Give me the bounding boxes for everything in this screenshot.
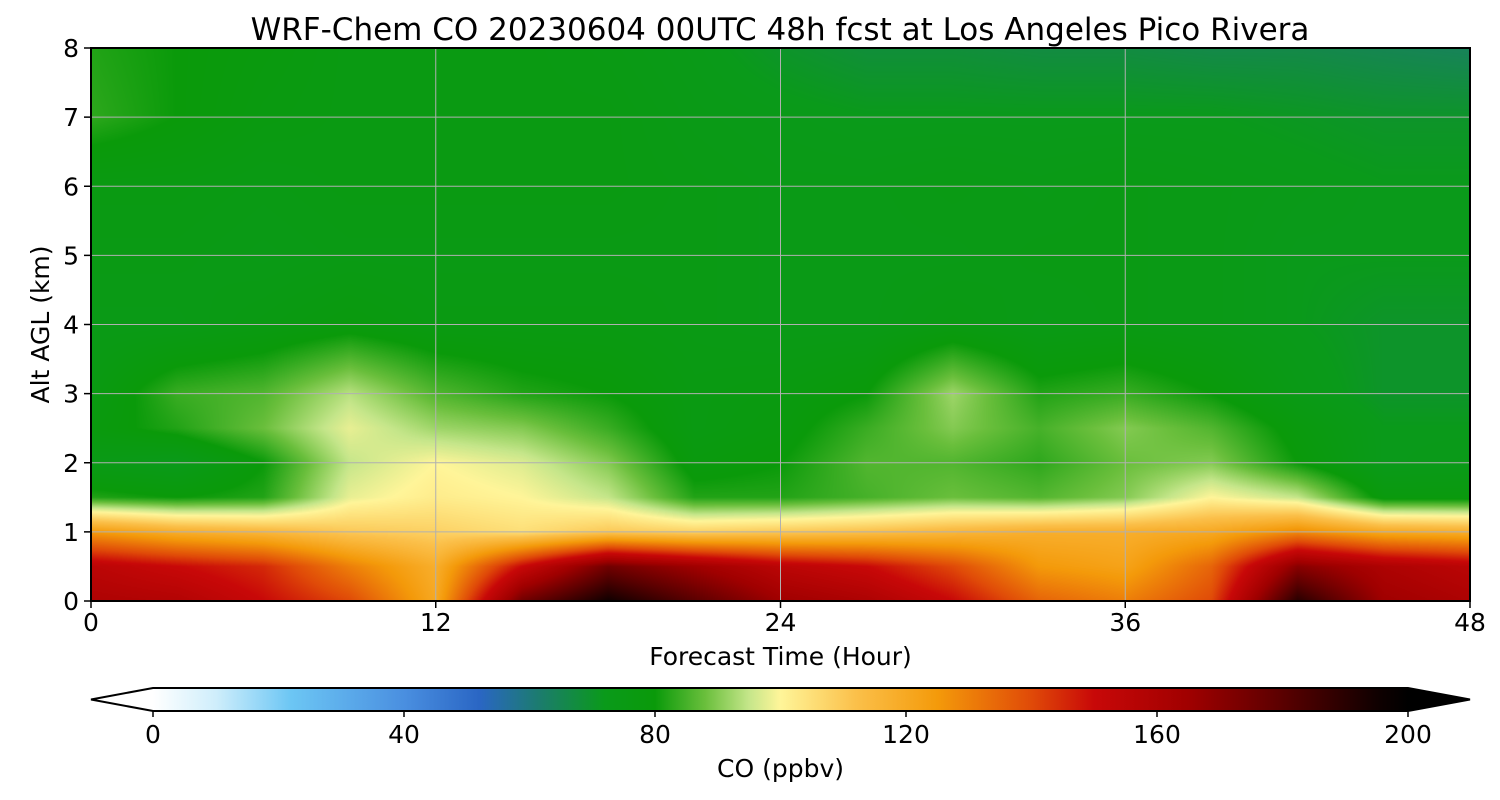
x-axis: 0 12 24 36 48: [83, 601, 1486, 637]
colorbar-tick-label: 120: [882, 720, 930, 749]
y-tick-label: 2: [63, 449, 79, 478]
colorbar-tick-label: 40: [388, 720, 420, 749]
y-tick-label: 4: [63, 311, 79, 340]
colorbar-tick-label: 0: [145, 720, 161, 749]
x-tick-label: 24: [765, 608, 797, 637]
y-axis: 0 1 2 3 4 5 6 7 8: [63, 34, 91, 616]
colorbar-tick-label: 80: [639, 720, 671, 749]
colorbar: 0 40 80 120 160 200: [90, 687, 1471, 749]
y-tick-label: 6: [63, 172, 79, 201]
y-tick-label: 0: [63, 587, 79, 616]
colorbar-tick-label: 160: [1133, 720, 1181, 749]
x-tick-label: 12: [420, 608, 452, 637]
x-tick-label: 48: [1454, 608, 1486, 637]
y-tick-label: 7: [63, 103, 79, 132]
x-axis-label: Forecast Time (Hour): [649, 642, 912, 671]
y-tick-label: 3: [63, 380, 79, 409]
y-tick-label: 5: [63, 241, 79, 270]
colorbar-tick-label: 200: [1384, 720, 1432, 749]
colorbar-label: CO (ppbv): [717, 754, 844, 783]
x-tick-label: 36: [1109, 608, 1141, 637]
chart-title: WRF-Chem CO 20230604 00UTC 48h fcst at L…: [251, 12, 1310, 48]
x-tick-label: 0: [83, 608, 99, 637]
colorbar-gradient: [153, 688, 1408, 711]
y-tick-label: 8: [63, 34, 79, 63]
colorbar-min-arrow: [91, 688, 153, 711]
y-tick-label: 1: [63, 518, 79, 547]
colorbar-max-arrow: [1408, 688, 1470, 711]
y-axis-label: Alt AGL (km): [26, 245, 55, 403]
